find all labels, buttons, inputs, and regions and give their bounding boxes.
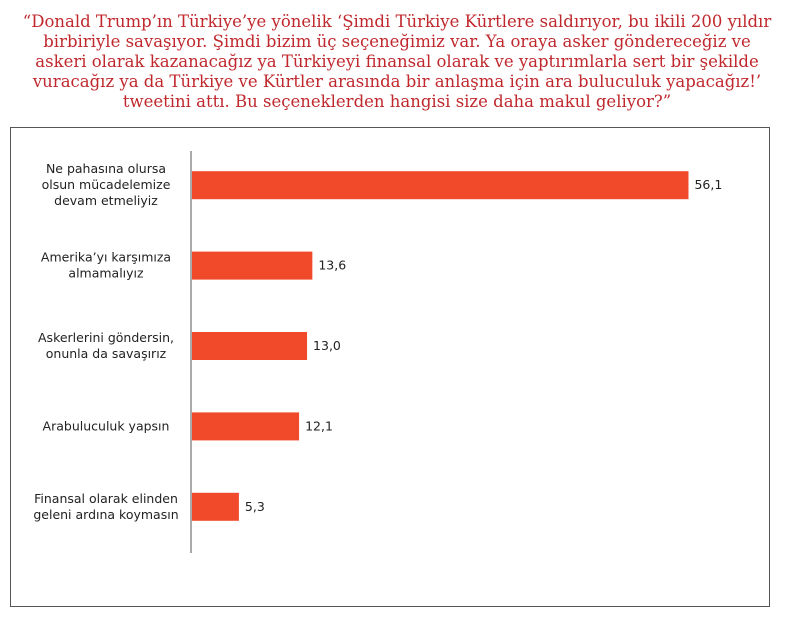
bar-chart: 56,1 Ne pahasına olursa olsun mücadelemize… <box>33 151 722 553</box>
category-label-line: Finansal olarak elinden <box>34 491 178 506</box>
category-label-2: Amerika’yı karşımıza almamalıyız <box>41 250 171 281</box>
category-label-line: Askerlerini göndersin, <box>38 330 174 345</box>
chart-title: “Donald Trump’ın Türkiye’ye yönelik ‘Şim… <box>22 12 772 111</box>
data-label-1: 56,1 <box>694 177 722 192</box>
category-label-1: Ne pahasına olursa olsun mücadelemize deva… <box>42 161 171 208</box>
category-label-4: Arabuluculuk yapsın <box>43 418 170 433</box>
category-label-line: onunla da savaşırız <box>46 346 167 361</box>
category-label-line: Amerika’yı karşımıza <box>41 250 171 265</box>
data-label-2: 13,6 <box>318 258 346 273</box>
bar-5 <box>192 492 239 521</box>
category-label-line: almamalıyız <box>68 266 144 281</box>
category-label-line: olsun mücadelemize <box>42 177 171 192</box>
bar-3 <box>192 332 308 360</box>
bar-4 <box>192 412 300 441</box>
category-label-line: geleni ardına koymasın <box>33 507 178 522</box>
category-label-line: Ne pahasına olursa <box>46 161 166 176</box>
bar-2 <box>192 251 313 280</box>
category-label-line: Arabuluculuk yapsın <box>43 418 170 433</box>
data-label-5: 5,3 <box>245 499 265 514</box>
category-label-3: Askerlerini göndersin, onunla da savaşırı… <box>38 330 174 361</box>
category-label-line: devam etmeliyiz <box>54 193 158 208</box>
category-label-5: Finansal olarak elinden geleni ardına koy… <box>33 491 178 522</box>
data-label-4: 12,1 <box>305 418 333 433</box>
data-label-3: 13,0 <box>313 338 341 353</box>
chart-frame: 56,1 Ne pahasına olursa olsun mücadelemize… <box>10 127 770 607</box>
bar-1 <box>192 171 689 200</box>
